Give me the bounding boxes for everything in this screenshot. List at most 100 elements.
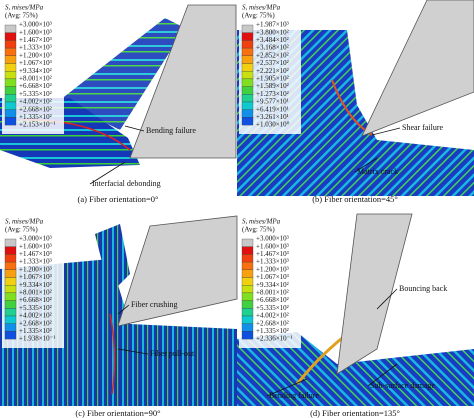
legend-value: +1.200×10³ [19,51,52,59]
legend-value: +8.001×10² [19,289,52,297]
legend-value: +2.221×10² [256,67,289,75]
legend-swatch [4,78,17,87]
legend-swatch [241,331,254,340]
annotation-arrow [117,348,149,355]
panel: S, mises/MPa(Avg: 75%)+1.987×10³+3.800×1… [239,2,444,204]
legend-swatch [241,101,254,110]
annotation: Fiber pull-out [150,349,195,358]
panel-d-scene [237,213,474,406]
legend-avg: (Avg: 75%) [242,226,275,234]
annotation: Sub-surface damage [370,381,436,390]
legend-value: +2.668×10² [256,319,289,327]
annotation-arrow [117,304,130,315]
legend-value: +3.800×10² [256,28,289,36]
legend-value: +1.938×10⁻¹ [19,335,55,343]
legend-value: +6.419×10¹ [256,105,289,113]
annotation-arrow [89,161,126,185]
legend-value: +9.334×10² [19,67,52,75]
legend-value: +5.335×10² [19,90,52,98]
legend-value: +1.333×10³ [19,44,52,52]
legend-swatch [241,55,254,64]
annotation-arrow [371,127,401,136]
legend-swatch [4,32,17,41]
legend-swatch [4,24,17,33]
legend-swatch [4,55,17,64]
legend-swatch [4,331,17,340]
legend-avg: (Avg: 75%) [5,12,38,20]
annotation: Interfacial debonding [92,179,161,188]
legend-value: +1.333×10³ [256,258,289,266]
legend-value: +6.668×10² [19,82,52,90]
legend-value: +1.600×10³ [19,242,52,250]
caption: (b) Fiber orientation=45° [312,194,398,204]
legend-value: +8.001×10² [19,75,52,83]
legend-swatch [241,24,254,33]
panel: S, mises/MPa(Avg: 75%)+3.000×10³+1.600×1… [2,216,195,418]
legend-value: +1.905×10² [256,75,289,83]
legend-value: +9.334×10² [19,281,52,289]
legend-value: +5.335×10² [256,304,289,312]
legend-value: +1.467×10³ [19,36,52,44]
legend-swatch [4,109,17,118]
legend-value: +1.067×10³ [256,273,289,281]
legend-value: +5.335×10² [19,304,52,312]
legend-value: +3.000×10³ [19,21,52,29]
caption: (a) Fiber orientation=0° [78,194,159,204]
legend-value: +2.537×10² [256,59,289,67]
annotation: Bending failure [269,391,319,400]
legend-value: +3.484×10² [256,36,289,44]
legend-swatch [4,300,17,309]
legend-value: +3.000×10³ [19,235,52,243]
legend-swatch [241,109,254,118]
legend-value: +2.336×10⁻¹ [256,335,292,343]
legend-value: +1.273×10² [256,90,289,98]
legend-value: +4.002×10² [19,98,52,106]
legend-swatch [241,323,254,332]
legend-value: +4.002×10² [256,312,289,320]
legend-title: S, mises/MPa [5,218,44,226]
legend-value: +1.335×10² [19,327,52,335]
legend-avg: (Avg: 75%) [242,12,275,20]
legend-swatch [241,254,254,263]
panel: S, mises/MPa(Avg: 75%)+3.000×10³+1.600×1… [2,2,196,204]
legend-value: +1.067×10³ [19,273,52,281]
legend-value: +8.001×10² [256,289,289,297]
legend-value: +1.335×10² [256,327,289,335]
legend-swatch [4,47,17,56]
legend-value: +2.668×10² [19,105,52,113]
legend-value: +1.333×10³ [19,258,52,266]
legend-value: +9.577×10¹ [256,98,289,106]
annotation: Bouncing back [399,284,447,293]
legend-swatch [4,254,17,263]
legend-value: +9.334×10² [256,281,289,289]
annotation: Bending failure [146,126,196,135]
legend-swatch [241,308,254,317]
legend-swatch [241,40,254,49]
legend-value: +2.852×10² [256,51,289,59]
legend-value: +3.261×10¹ [256,113,289,121]
legend-value: +1.589×10² [256,82,289,90]
legend-swatch [241,246,254,255]
legend-value: +6.668×10² [19,296,52,304]
legend-swatch [4,63,17,72]
legend-swatch [241,86,254,95]
legend-swatch [4,246,17,255]
legend-swatch [4,86,17,95]
legend-swatch [4,261,17,270]
legend-value: +3.168×10² [256,44,289,52]
legend-swatch [4,308,17,317]
legend-swatch [241,277,254,286]
legend-swatch [241,71,254,80]
legend-value: +1.030×10⁰ [256,121,290,129]
legend-swatch [241,292,254,301]
legend-swatch [4,117,17,126]
legend-swatch [241,117,254,126]
legend-swatch [4,71,17,80]
legend-value: +1.600×10³ [256,242,289,250]
legend-swatch [4,315,17,324]
legend-swatch [241,269,254,278]
legend-value: +1.067×10³ [19,59,52,67]
legend-title: S, mises/MPa [242,218,281,226]
legend-value: +1.467×10³ [19,250,52,258]
